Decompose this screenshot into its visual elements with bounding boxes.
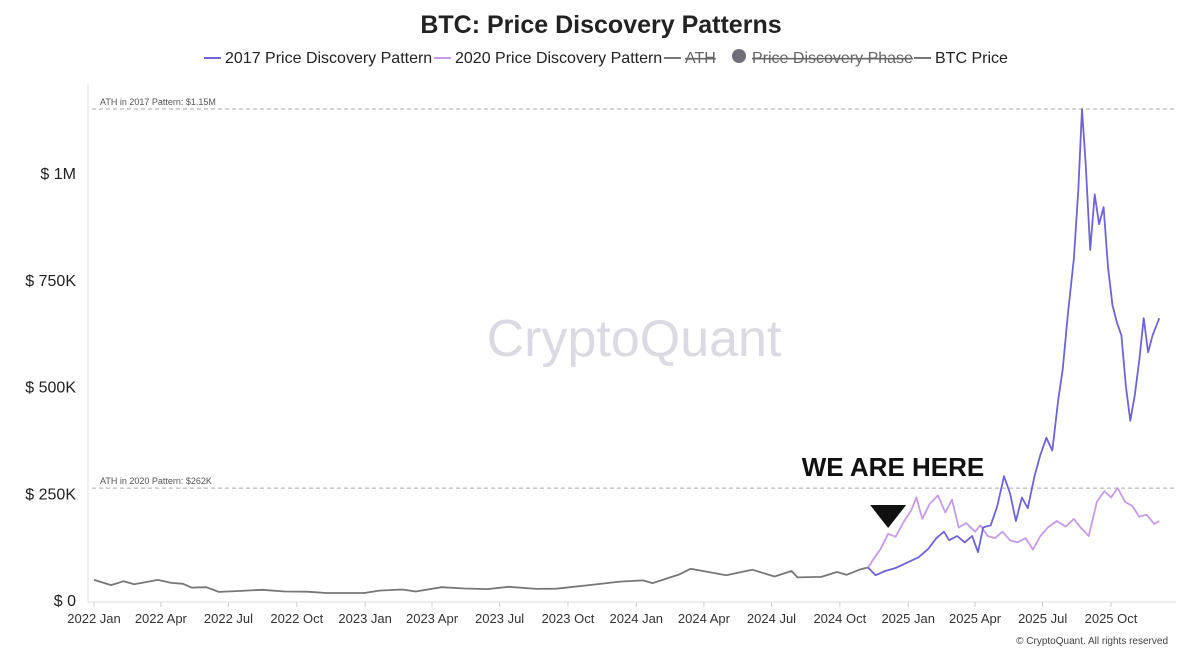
series-btc-price bbox=[93, 566, 869, 594]
y-tick-label: $ 0 bbox=[54, 593, 76, 610]
legend-label: Price Discovery Phase bbox=[752, 50, 913, 67]
x-tick-label: 2023 Oct bbox=[542, 611, 595, 626]
x-tick-label: 2025 Apr bbox=[949, 611, 1002, 626]
annotation: WE ARE HERE bbox=[802, 452, 985, 528]
chart-title: BTC: Price Discovery Patterns bbox=[420, 11, 781, 39]
legend: 2017 Price Discovery Pattern 2020 Price D… bbox=[204, 49, 1008, 67]
x-tick-label: 2024 Jan bbox=[610, 611, 664, 626]
legend-label: ATH bbox=[685, 50, 716, 67]
x-tick-label: 2023 Jul bbox=[475, 611, 524, 626]
legend-label: 2020 Price Discovery Pattern bbox=[455, 50, 662, 67]
legend-label: 2017 Price Discovery Pattern bbox=[225, 50, 432, 67]
y-tick-label: $ 500K bbox=[25, 380, 76, 397]
series-2017-price-discovery-pattern bbox=[867, 108, 1161, 577]
x-tick-label: 2022 Apr bbox=[135, 611, 188, 626]
y-axis: $ 0 $ 250K $ 500K $ 750K $ 1M bbox=[25, 84, 89, 610]
watermark: CryptoQuant bbox=[487, 310, 782, 368]
reference-lines: ATH in 2017 Pattern: $1.15M ATH in 2020 P… bbox=[92, 97, 1176, 489]
x-tick-label: 2025 Jul bbox=[1018, 611, 1067, 626]
x-tick-label: 2022 Oct bbox=[270, 611, 323, 626]
annotation-arrow-icon bbox=[870, 505, 907, 528]
x-tick-label: 2022 Jul bbox=[204, 611, 253, 626]
x-tick-label: 2023 Apr bbox=[406, 611, 459, 626]
x-tick-label: 2025 Oct bbox=[1085, 611, 1138, 626]
x-tick-label: 2024 Apr bbox=[678, 611, 731, 626]
reference-line-label: ATH in 2017 Pattern: $1.15M bbox=[100, 97, 216, 107]
legend-label: BTC Price bbox=[935, 50, 1008, 67]
copyright-text: © CryptoQuant. All rights reserved bbox=[1016, 636, 1168, 647]
y-tick-label: $ 250K bbox=[25, 486, 76, 503]
x-axis: 2022 Jan 2022 Apr 2022 Jul 2022 Oct 2023 Jan… bbox=[67, 601, 1176, 626]
x-tick-label: 2025 Jan bbox=[881, 611, 935, 626]
series-lines bbox=[93, 108, 1161, 594]
y-tick-label: $ 750K bbox=[25, 273, 76, 290]
annotation-text: WE ARE HERE bbox=[802, 452, 985, 482]
x-tick-label: 2022 Jan bbox=[67, 611, 121, 626]
legend-marker-dot bbox=[732, 49, 746, 63]
y-tick-label: $ 1M bbox=[40, 166, 76, 183]
x-tick-label: 2023 Jan bbox=[338, 611, 392, 626]
series-2020-price-discovery-pattern bbox=[867, 487, 1160, 568]
reference-line-label: ATH in 2020 Pattern: $262K bbox=[100, 476, 212, 486]
x-tick-label: 2024 Oct bbox=[813, 611, 866, 626]
x-tick-label: 2024 Jul bbox=[747, 611, 796, 626]
